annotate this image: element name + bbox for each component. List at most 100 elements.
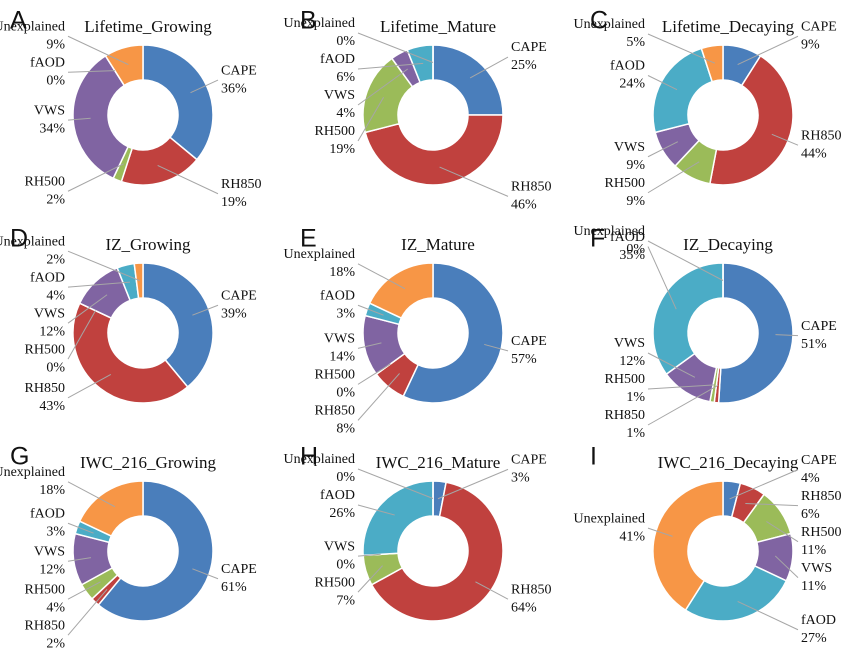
slice-label: CAPE <box>511 453 547 468</box>
leader-line <box>192 304 219 316</box>
leader-line <box>357 468 434 499</box>
leader-line <box>357 504 395 516</box>
leader-line <box>357 373 400 421</box>
donut-slice <box>709 54 794 186</box>
slice-label: RH850 <box>221 177 261 192</box>
panel-letter: H <box>300 443 318 471</box>
slice-value-label: 7% <box>336 593 355 608</box>
slice-value-label: 0% <box>336 470 355 485</box>
slice-label: RH500 <box>801 525 841 540</box>
leader-line <box>357 363 391 385</box>
leader-line <box>439 166 509 197</box>
donut-slice <box>652 480 724 612</box>
slice-value-label: 9% <box>626 158 645 173</box>
leader-line <box>192 568 219 580</box>
slice-label: Unexplained <box>573 17 645 32</box>
leader-line <box>157 164 219 195</box>
leader-line <box>475 581 509 600</box>
donut-slice <box>72 54 130 180</box>
slice-label: CAPE <box>801 453 837 468</box>
slice-value-label: 41% <box>619 529 645 544</box>
slice-value-label: 6% <box>801 507 820 522</box>
slice-value-label: 64% <box>511 600 537 615</box>
panel-letter: G <box>10 443 29 471</box>
slice-value-label: 1% <box>626 426 645 441</box>
slice-value-label: 57% <box>511 352 537 367</box>
leader-line <box>357 342 382 349</box>
slice-value-label: 5% <box>626 35 645 50</box>
leader-line <box>647 527 673 537</box>
panel-letter: F <box>590 225 605 253</box>
panel-letter: D <box>10 225 28 253</box>
leader-line <box>647 384 715 390</box>
donut-slice <box>652 262 724 376</box>
slice-value-label: 34% <box>39 121 65 136</box>
donut-slice <box>142 262 214 388</box>
leader-line <box>737 600 799 631</box>
slice-value-label: 12% <box>39 562 65 577</box>
donut-slice <box>362 480 434 557</box>
slice-label: Unexplained <box>573 511 645 526</box>
chart-title: Lifetime_Growing <box>84 17 212 36</box>
leader-line <box>357 263 406 290</box>
leader-line <box>771 133 799 146</box>
slice-value-label: 36% <box>221 81 247 96</box>
slice-value-label: 2% <box>46 636 65 651</box>
slice-label: RH850 <box>25 381 65 396</box>
slice-value-label: 12% <box>39 324 65 339</box>
slice-label: RH500 <box>25 582 65 597</box>
slice-value-label: 3% <box>336 306 355 321</box>
slice-value-label: 26% <box>329 506 355 521</box>
slice-label: VWS <box>324 332 355 347</box>
slice-value-label: 0% <box>46 73 65 88</box>
leader-line <box>67 581 101 600</box>
slice-label: CAPE <box>511 40 547 55</box>
leader-line <box>357 304 384 316</box>
slice-value-label: 0% <box>336 34 355 49</box>
slice-value-label: 18% <box>39 483 65 498</box>
slice-label: Unexplained <box>573 224 645 239</box>
leader-line <box>67 117 91 121</box>
leader-line <box>766 521 799 543</box>
slice-value-label: 35% <box>619 248 645 263</box>
donut-slice <box>684 564 788 622</box>
slice-label: RH850 <box>605 408 645 423</box>
donut-slice <box>432 44 504 116</box>
slice-value-label: 4% <box>336 106 355 121</box>
slice-label: RH500 <box>315 575 355 590</box>
slice-label: fAOD <box>320 52 355 67</box>
slice-label: VWS <box>34 306 65 321</box>
leader-line <box>67 163 124 192</box>
leader-line <box>67 588 108 636</box>
leader-line <box>647 75 678 91</box>
leader-line <box>67 281 130 288</box>
panel-letter: A <box>10 7 27 35</box>
slice-label: fAOD <box>30 270 65 285</box>
panel-letter: I <box>590 443 597 471</box>
donut-slice <box>652 47 714 134</box>
leader-line <box>357 32 434 63</box>
panel-letter: B <box>300 7 317 35</box>
donut-slice <box>717 262 794 404</box>
leader-line <box>647 352 696 378</box>
slice-label: CAPE <box>221 63 257 78</box>
chart-title: Lifetime_Decaying <box>662 17 795 36</box>
chart-title: Lifetime_Mature <box>380 17 496 36</box>
leader-line <box>67 35 129 66</box>
donut-slice <box>72 302 189 404</box>
slice-value-label: 43% <box>39 399 65 414</box>
slice-value-label: 9% <box>626 194 645 209</box>
leader-line <box>484 343 509 352</box>
donut-slice <box>700 44 724 83</box>
slice-label: fAOD <box>320 288 355 303</box>
slice-label: VWS <box>324 539 355 554</box>
slice-value-label: 0% <box>336 557 355 572</box>
panel-letter: C <box>590 7 608 35</box>
chart-title: IZ_Growing <box>106 235 191 254</box>
slice-label: RH500 <box>315 124 355 139</box>
leader-line <box>67 70 115 73</box>
slice-value-label: 12% <box>619 354 645 369</box>
slice-value-label: 11% <box>801 579 826 594</box>
